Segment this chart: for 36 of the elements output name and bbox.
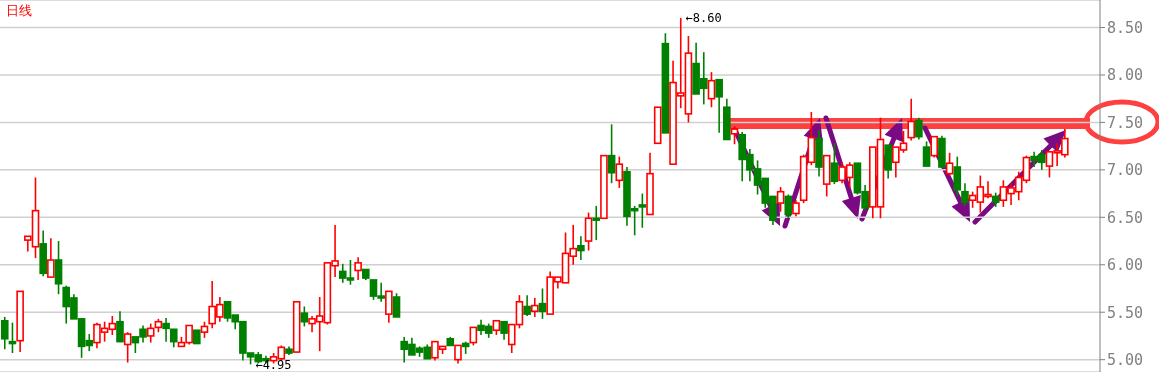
candlestick (577, 235, 585, 261)
candlestick (531, 297, 539, 318)
annotation: ←4.95 (255, 357, 292, 372)
candlestick (354, 256, 362, 281)
candlestick (815, 129, 823, 178)
y-tick-label: 5.00 (1107, 350, 1144, 369)
y-tick-label: 6.00 (1107, 256, 1144, 275)
candlestick (653, 106, 662, 145)
candlestick (723, 97, 731, 141)
candlestick (961, 182, 969, 207)
candlestick (930, 135, 939, 159)
chart-title: 日线 (6, 2, 32, 20)
candlestick (0, 316, 9, 351)
y-tick-label: 5.50 (1107, 303, 1144, 322)
candlestick (500, 320, 508, 341)
candlestick (116, 310, 124, 343)
candlestick (592, 205, 601, 241)
y-tick-label: 8.50 (1107, 18, 1144, 37)
candlestick (16, 290, 24, 353)
y-tick-label: 8.00 (1107, 66, 1144, 85)
candlestick (292, 300, 301, 353)
candlestick (47, 237, 55, 278)
candlestick (454, 344, 462, 365)
candlestick (715, 78, 723, 134)
candlestick (146, 322, 155, 344)
y-tick-label: 6.50 (1107, 208, 1144, 227)
candlestick (600, 154, 608, 220)
candlestick (646, 151, 654, 216)
candlestick (193, 329, 201, 345)
candlestick (385, 290, 393, 324)
y-tick-label: 7.50 (1107, 113, 1144, 132)
candlestick (884, 144, 892, 180)
candlestick (615, 155, 624, 189)
y-tick-label: 7.00 (1107, 161, 1144, 180)
annotation: ←8.60 (685, 11, 722, 26)
candlestick (953, 155, 962, 198)
